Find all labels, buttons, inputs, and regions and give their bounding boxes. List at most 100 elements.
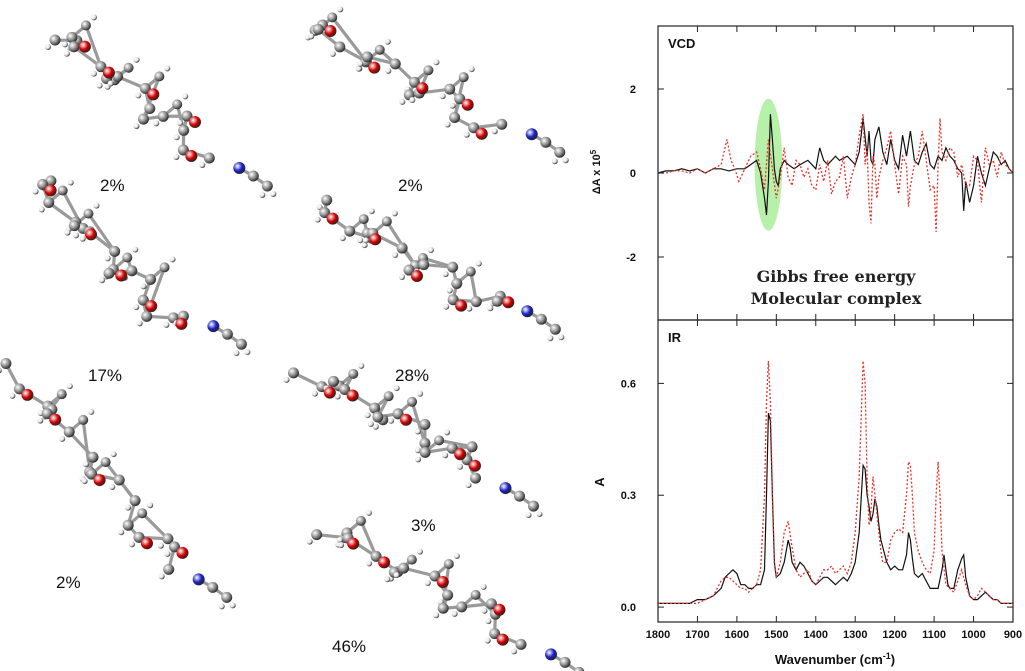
carbon-atom <box>515 638 527 650</box>
hydrogen-atom <box>485 618 492 625</box>
carbon-atom <box>369 402 381 414</box>
oxygen-atom <box>410 270 423 283</box>
hydrogen-atom <box>393 572 400 579</box>
carbon-atom <box>68 220 80 232</box>
oxygen-atom <box>185 149 198 162</box>
carbon-atom <box>496 118 508 130</box>
bond <box>359 520 378 557</box>
carbon-atom <box>13 383 25 395</box>
hydrogen-atom <box>416 548 423 555</box>
carbon-atom <box>344 225 356 237</box>
hydrogen-atom <box>157 542 164 549</box>
carbon-atom <box>396 242 408 254</box>
oxygen-atom <box>496 633 509 646</box>
hydrogen-atom <box>336 536 343 543</box>
bond <box>87 212 116 253</box>
hydrogen-atom <box>465 482 472 489</box>
carbon-atom <box>403 264 415 276</box>
carbon-atom <box>162 533 174 545</box>
vcd-series-calculated <box>658 114 1014 232</box>
hydrogen-atom <box>118 529 125 536</box>
carbon-atom <box>419 437 431 449</box>
carbon-atom <box>80 20 91 31</box>
xtick-label: 1400 <box>804 629 828 641</box>
hydrogen-atom <box>283 376 290 383</box>
oxygen-atom <box>140 537 153 550</box>
hydrogen-atom <box>362 237 369 244</box>
conformer-population-4: 28% <box>395 366 430 385</box>
carbon-atom <box>49 34 61 46</box>
hydrogen-atom <box>99 277 106 284</box>
hydrogen-atom <box>451 610 458 617</box>
xtick-label: 1100 <box>922 629 946 641</box>
ir-ytick-label: 0.6 <box>621 378 636 390</box>
carbon-atom <box>145 273 157 285</box>
nitrogen-atom <box>499 482 512 495</box>
hydrogen-atom <box>169 256 176 263</box>
oxygen-atom <box>416 82 429 95</box>
hydrogen-atom <box>314 216 321 223</box>
hydrogen-atom <box>244 349 251 356</box>
hydrogen-atom <box>391 210 398 217</box>
carbon-atom <box>235 338 247 350</box>
hydrogen-atom <box>444 121 451 128</box>
carbon-atom <box>418 259 430 271</box>
carbon-atom <box>43 197 55 209</box>
hydrogen-atom <box>475 260 482 267</box>
xtick-label: 1000 <box>961 629 985 641</box>
carbon-atom <box>489 628 501 640</box>
oxygen-atom <box>502 296 515 309</box>
hydrogen-atom <box>393 385 400 392</box>
carbon-atom <box>144 102 156 114</box>
carbon-atom <box>122 519 134 531</box>
carbon-atom <box>389 58 401 70</box>
carbon-atom <box>451 278 463 290</box>
carbon-atom <box>178 124 190 136</box>
carbon-atom <box>370 550 382 562</box>
hydrogen-atom <box>368 208 375 215</box>
oxygen-atom <box>493 603 506 616</box>
xtick-label: 1700 <box>685 629 709 641</box>
oxygen-atom <box>115 269 128 282</box>
hydrogen-atom <box>67 179 74 186</box>
carbon-atom <box>456 601 468 613</box>
carbon-atom <box>465 266 476 277</box>
hydrogen-atom <box>64 229 71 236</box>
carbon-atom <box>319 207 331 219</box>
vcd-ytick-label: -2 <box>626 252 636 264</box>
oxygen-atom <box>102 66 115 79</box>
hydrogen-atom <box>338 542 345 549</box>
ir-panel-title: IR <box>668 330 682 345</box>
hydrogen-atom <box>38 206 45 213</box>
carbon-atom <box>358 214 369 225</box>
carbon-atom <box>172 99 183 110</box>
hydrogen-atom <box>164 65 171 72</box>
hydrogen-atom <box>63 50 70 57</box>
vcd-annotation-line2: Molecular complex <box>751 289 922 308</box>
nitrogen-atom <box>207 320 220 333</box>
carbon-atom <box>355 515 366 526</box>
carbon-atom <box>513 490 525 502</box>
hydrogen-atom <box>427 247 434 254</box>
oxygen-atom <box>475 127 488 140</box>
carbon-atom <box>57 185 68 196</box>
carbon-atom <box>419 419 431 431</box>
hydrogen-atom <box>442 452 449 459</box>
oxygen-atom <box>188 116 201 129</box>
carbon-atom <box>68 41 80 53</box>
carbon-atom <box>469 472 481 484</box>
hydrogen-atom <box>82 461 89 468</box>
carbon-atom <box>63 426 75 438</box>
hydrogen-atom <box>399 98 406 105</box>
carbon-atom <box>429 570 441 582</box>
hydrogen-atom <box>562 157 569 164</box>
hydrogen-atom <box>90 14 97 21</box>
ir-ytick-label: 0.3 <box>621 490 636 502</box>
bond <box>72 45 102 68</box>
carbon-atom <box>126 265 138 277</box>
oxygen-atom <box>455 299 468 312</box>
hydrogen-atom <box>372 423 379 430</box>
conformer-population-5: 2% <box>56 573 81 592</box>
carbon-atom <box>559 656 571 668</box>
carbon-atom <box>287 367 299 379</box>
